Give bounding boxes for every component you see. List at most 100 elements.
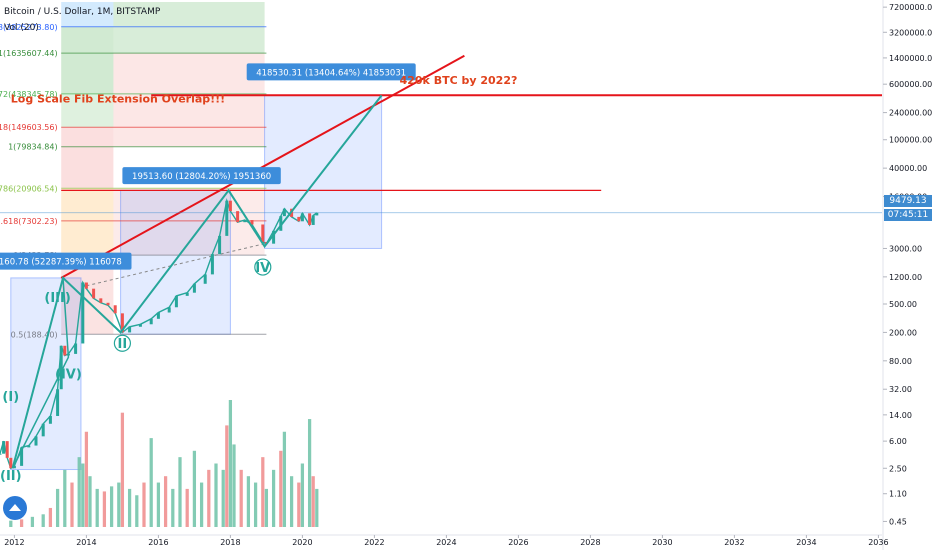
candle bbox=[128, 326, 132, 333]
candle bbox=[192, 283, 196, 293]
volume-bar bbox=[70, 482, 74, 527]
candle bbox=[272, 230, 276, 244]
volume-bar bbox=[289, 476, 294, 527]
wave-label-0: (I) bbox=[2, 390, 19, 405]
volume-bar bbox=[185, 488, 189, 527]
tradingview-logo[interactable] bbox=[3, 496, 27, 520]
candle bbox=[174, 295, 178, 308]
volume-bar bbox=[246, 476, 251, 527]
fib-level-label-8: 0.5(188.40) bbox=[11, 330, 58, 339]
x-tick-label-1: 2014 bbox=[76, 538, 96, 547]
candle bbox=[34, 436, 38, 446]
fib-ext-zone-1 bbox=[113, 2, 265, 54]
x-tick-label-11: 2034 bbox=[796, 538, 816, 547]
fib-level-label-5: 0.786(20906.54) bbox=[0, 184, 58, 193]
candle bbox=[297, 216, 301, 222]
volume-bar bbox=[207, 469, 211, 527]
measure-label-1: 19513.60 (12804.20%) 1951360 bbox=[132, 172, 271, 182]
volume-indicator-label: Vol (20) bbox=[4, 23, 39, 33]
candle bbox=[120, 313, 124, 333]
volume-bar bbox=[142, 482, 146, 527]
y-tick-label-12: 80.00 bbox=[889, 357, 912, 366]
logo-icon bbox=[9, 504, 21, 511]
volume-bar bbox=[9, 520, 13, 527]
candle bbox=[300, 213, 304, 222]
x-tick-label-12: 2036 bbox=[868, 538, 888, 547]
y-tick-label-11: 200.00 bbox=[889, 328, 917, 337]
candle bbox=[2, 441, 6, 454]
measure-label-0: 1160.78 (52287.39%) 116078 bbox=[0, 258, 122, 268]
measure-label-2: 418530.31 (13404.64%) 41853031 bbox=[256, 68, 406, 78]
wave-label-5: IV bbox=[255, 261, 270, 276]
wave-label-circle-5 bbox=[254, 258, 272, 276]
fib-level-label-3: 0.618(149603.56) bbox=[0, 123, 58, 132]
volume-bar bbox=[95, 488, 99, 527]
volume-bar bbox=[63, 469, 67, 527]
candle bbox=[228, 200, 232, 212]
candle bbox=[5, 441, 9, 458]
wave-label-4: II bbox=[118, 337, 128, 352]
volume-bar bbox=[88, 476, 92, 527]
candle bbox=[74, 343, 78, 354]
candle bbox=[92, 288, 96, 299]
candle bbox=[0, 453, 2, 455]
candle bbox=[311, 215, 315, 225]
measure-box-0 bbox=[10, 277, 82, 471]
wave-label-circle-4 bbox=[113, 334, 132, 352]
candle bbox=[41, 423, 45, 437]
y-tick-label-18: 0.45 bbox=[889, 517, 907, 526]
volume-bar bbox=[225, 425, 229, 527]
candle bbox=[156, 312, 160, 319]
fib-zone-2 bbox=[61, 93, 114, 128]
candle bbox=[99, 298, 103, 303]
annotation-1: 420k BTC by 2022? bbox=[400, 74, 518, 87]
x-tick-label-0: 2012 bbox=[4, 538, 24, 547]
candle bbox=[138, 324, 142, 327]
y-tick-label-0: 7200000.00 bbox=[889, 3, 932, 12]
volume-bar bbox=[261, 457, 265, 527]
last-price-tag: 9479.13 bbox=[884, 195, 932, 207]
fib-level-label-1: 1(1635607.44) bbox=[0, 49, 58, 58]
y-tick-label-9: 1200.00 bbox=[889, 273, 922, 282]
volume-bar bbox=[300, 463, 305, 527]
volume-bar bbox=[156, 482, 161, 527]
candle bbox=[59, 345, 63, 390]
candle bbox=[225, 200, 229, 236]
volume-bar bbox=[149, 438, 153, 527]
volume-bar bbox=[282, 431, 287, 527]
fib-level-label-6: 0.618(7302.23) bbox=[0, 217, 58, 226]
candle bbox=[56, 389, 60, 416]
fib-level-label-2: 1.272(438345.78) bbox=[0, 90, 58, 99]
volume-bar bbox=[214, 463, 218, 527]
volume-bar bbox=[271, 469, 276, 527]
volume-bar bbox=[127, 488, 132, 527]
sub-wave-path bbox=[11, 277, 70, 469]
y-tick-label-4: 240000.00 bbox=[889, 109, 932, 118]
y-tick-label-6: 40000.00 bbox=[889, 164, 927, 173]
y-tick-label-2: 1400000.00 bbox=[889, 54, 932, 63]
fib-ext-zone-0 bbox=[113, 53, 265, 147]
volume-bar bbox=[192, 450, 197, 527]
volume-bar bbox=[297, 482, 301, 527]
x-tick-label-7: 2026 bbox=[508, 538, 528, 547]
volume-bar bbox=[307, 419, 312, 527]
measure-label-bg-0 bbox=[0, 252, 132, 270]
elliott-wave-path bbox=[11, 94, 383, 469]
y-tick-label-1: 3200000.00 bbox=[889, 28, 932, 37]
candle bbox=[27, 445, 31, 448]
candle bbox=[308, 213, 312, 225]
candle bbox=[113, 305, 117, 314]
volume-bar bbox=[117, 482, 121, 527]
x-tick-label-6: 2024 bbox=[436, 538, 456, 547]
candle bbox=[106, 302, 110, 306]
volume-bar bbox=[30, 516, 35, 527]
measure-label-bg-1 bbox=[122, 167, 281, 185]
x-tick-label-9: 2030 bbox=[652, 538, 672, 547]
candle bbox=[210, 254, 214, 275]
candle bbox=[167, 307, 171, 313]
x-tick-label-10: 2032 bbox=[724, 538, 744, 547]
volume-bar bbox=[84, 431, 89, 527]
candle bbox=[243, 220, 247, 223]
